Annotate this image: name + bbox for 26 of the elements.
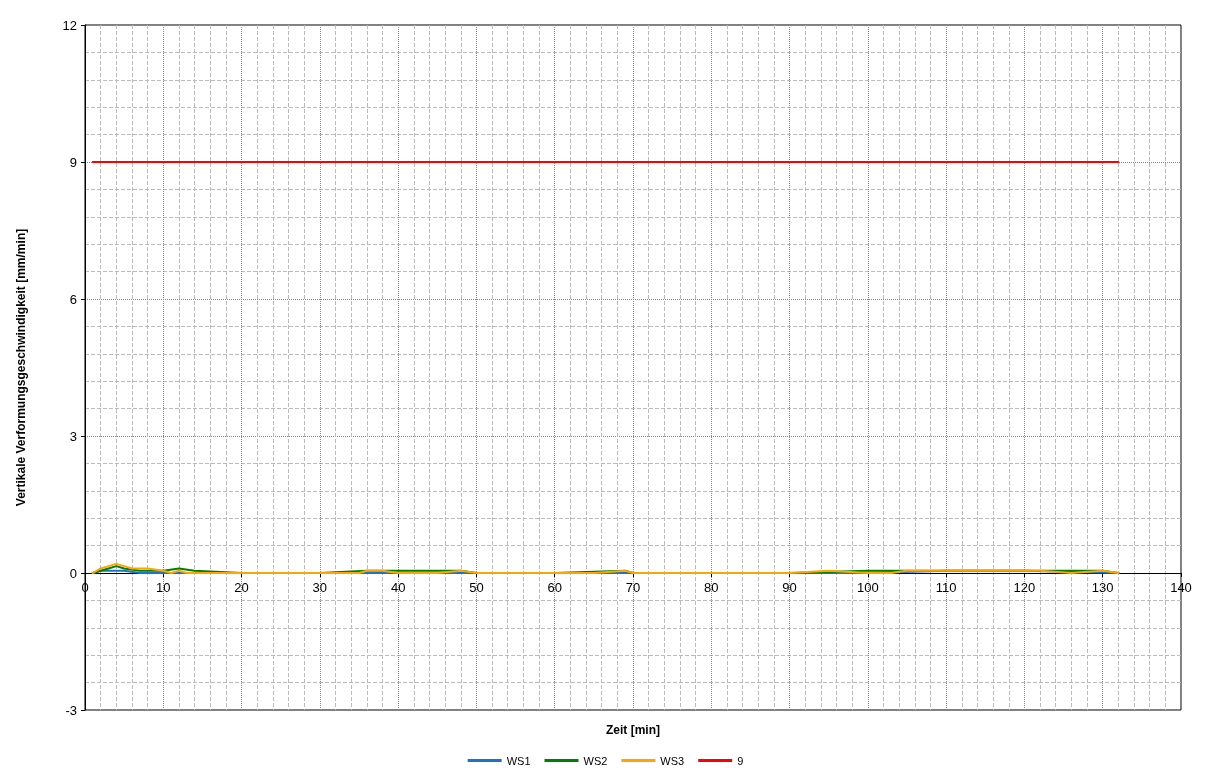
x-tick-label: 140: [1170, 580, 1192, 595]
x-tick-label: 120: [1013, 580, 1036, 595]
legend-label: 9: [737, 754, 744, 767]
y-tick-label: 12: [62, 17, 77, 33]
x-tick-label: 100: [857, 580, 879, 595]
y-tick-label: 6: [69, 291, 77, 307]
x-tick-label: 40: [390, 580, 406, 595]
y-axis-title: Vertikale Verformungsgeschwindigkeit [mm/min]: [14, 228, 28, 507]
x-axis-title: Zeit [min]: [606, 723, 660, 737]
x-tick-label: 50: [469, 580, 484, 595]
x-tick-label: 130: [1091, 580, 1114, 595]
x-tick-label: 80: [704, 580, 719, 595]
x-tick-label: 90: [782, 580, 797, 595]
y-tick-label: 0: [69, 565, 77, 581]
legend-label: WS3: [660, 754, 685, 767]
legend-label: WS2: [583, 754, 608, 767]
x-tick-label: 10: [156, 580, 171, 595]
x-tick-label: 110: [935, 580, 957, 595]
x-tick-label: 70: [625, 580, 641, 595]
x-tick-label: 60: [547, 580, 562, 595]
x-tick-label: 30: [312, 580, 328, 595]
y-tick-label: 3: [69, 428, 77, 444]
legend-label: WS1: [506, 754, 531, 767]
y-tick-label: 9: [69, 154, 77, 170]
y-tick-label: -3: [65, 702, 77, 718]
x-tick-label: 20: [234, 580, 249, 595]
